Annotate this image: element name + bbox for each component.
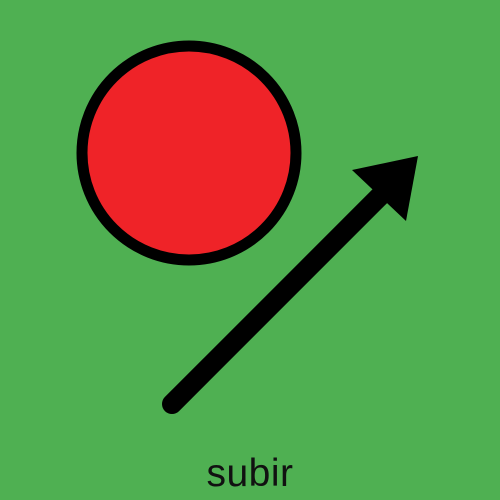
red-circle-icon: [76, 40, 302, 266]
arrow-shaft: [162, 186, 390, 414]
arrow-head: [352, 156, 418, 221]
caption-text: subir: [206, 452, 294, 495]
diagonal-arrow-icon: [162, 156, 418, 414]
